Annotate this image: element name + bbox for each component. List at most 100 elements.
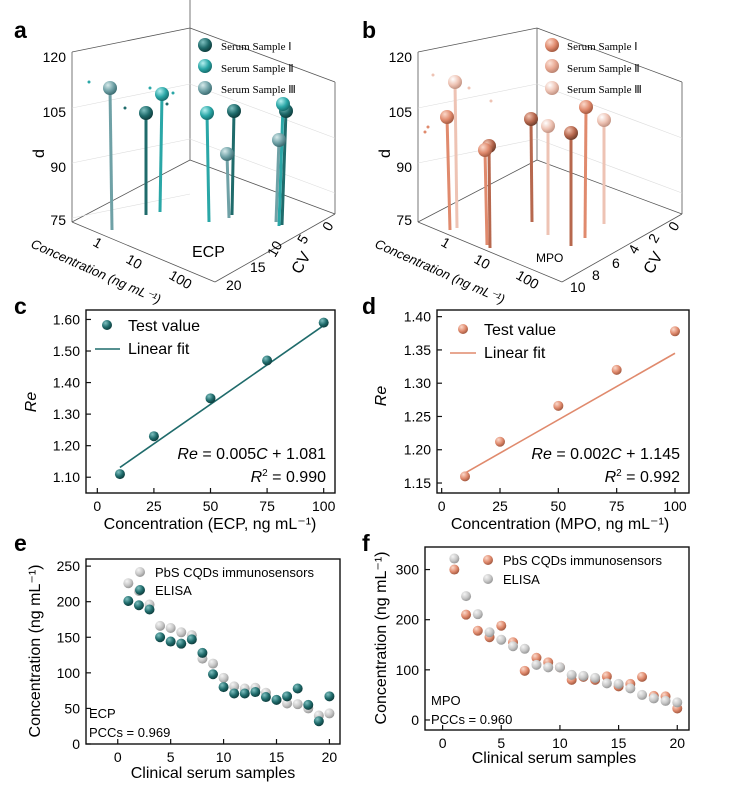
data-point xyxy=(566,669,577,680)
data-point xyxy=(460,471,470,482)
data-point xyxy=(660,695,671,706)
data-point xyxy=(543,662,554,673)
panel-a-ytick: 20 xyxy=(226,277,242,293)
legend-marker xyxy=(545,38,559,52)
stem xyxy=(108,87,114,231)
panel-a-ytick: 15 xyxy=(250,259,266,275)
y-tick-label: 100 xyxy=(396,662,420,678)
panel-a-zlabel: d xyxy=(31,149,48,158)
panel-letter-e: e xyxy=(14,530,27,556)
panel-c-legend-label: Test value xyxy=(128,318,200,335)
data-point xyxy=(495,436,505,447)
panel-b-spheres xyxy=(423,73,611,157)
panel-b-ytick: 10 xyxy=(570,279,586,295)
x-tick-label: 10 xyxy=(552,735,568,751)
panel-b-zlabel: d xyxy=(377,149,394,158)
panel-a-legend-label: Serum Sample Ⅲ xyxy=(221,84,296,96)
data-point xyxy=(133,600,144,611)
panel-f-frame xyxy=(424,546,690,731)
data-point xyxy=(461,591,472,602)
panel-d-legend-label: Linear fit xyxy=(484,345,546,362)
legend-marker xyxy=(135,567,145,577)
data-point xyxy=(449,564,460,575)
panel-f-legend-label: PbS CQDs immunosensors xyxy=(503,553,662,568)
panel-a-ytick: 0 xyxy=(319,219,337,234)
data-point xyxy=(229,681,240,692)
panel-a-ytick: 5 xyxy=(294,232,312,247)
data-point xyxy=(292,683,303,694)
panel-b-legend-label: Serum Sample Ⅱ xyxy=(567,63,640,75)
panel-a-legend-label: Serum Sample Ⅰ xyxy=(221,41,291,53)
sphere xyxy=(103,81,117,95)
panel-b-legend-label: Serum Sample Ⅲ xyxy=(567,84,642,96)
panel-letter-d: d xyxy=(362,293,376,319)
panel-f-yticks: 0 100 200 300 xyxy=(396,562,430,728)
data-point xyxy=(176,638,187,649)
stem xyxy=(483,149,489,246)
panel-b-legend-label: Serum Sample Ⅰ xyxy=(567,41,637,53)
data-point xyxy=(205,393,216,404)
data-point xyxy=(508,641,518,652)
data-point xyxy=(472,625,483,636)
legend-marker xyxy=(198,81,212,95)
data-point xyxy=(282,698,293,709)
panel-letter-b: b xyxy=(362,17,376,43)
data-point xyxy=(611,364,622,375)
sphere xyxy=(227,104,241,118)
y-tick-label: 1.60 xyxy=(53,311,80,327)
x-tick-label: 15 xyxy=(611,735,627,751)
legend-marker xyxy=(198,38,212,52)
stem xyxy=(445,116,452,231)
legend-marker xyxy=(483,555,493,565)
data-point xyxy=(578,670,589,681)
panel-d-legend: Test value Linear fit xyxy=(450,322,556,362)
panel-c-points xyxy=(114,317,329,480)
sphere xyxy=(478,143,492,157)
panel-f-xticks: 0 5 10 15 20 xyxy=(439,725,685,751)
data-point xyxy=(123,595,134,606)
panel-b-stems xyxy=(445,81,606,249)
y-tick-label: 1.50 xyxy=(53,343,80,359)
sphere xyxy=(579,100,593,114)
projection-dot xyxy=(165,102,169,106)
panel-d-xlabel: Concentration (MPO, ng mL⁻¹) xyxy=(451,516,669,533)
panel-c-chart: 0 25 50 75 100 1.10 1.20 1.30 1.40 1.50 1.60 Test… xyxy=(23,309,336,533)
panel-c-xticks: 0 25 50 75 100 xyxy=(93,488,336,514)
panel-e-label: ECP xyxy=(89,706,116,721)
data-point xyxy=(303,699,314,710)
panel-e-ylabel: Concentration (ng mL⁻¹) xyxy=(27,565,44,738)
y-tick-label: 1.40 xyxy=(404,309,431,325)
projection-dot xyxy=(423,130,427,134)
panel-b-xtick: 100 xyxy=(514,267,542,293)
panel-e-pcc: PCCs = 0.969 xyxy=(89,725,170,740)
panel-letter-a: a xyxy=(14,17,27,43)
stem xyxy=(230,110,236,216)
x-tick-label: 5 xyxy=(167,749,175,765)
data-point xyxy=(531,652,542,663)
x-tick-label: 0 xyxy=(439,735,447,751)
panel-b-ytick: 6 xyxy=(612,255,620,271)
panel-a-legend-label: Serum Sample Ⅱ xyxy=(221,63,294,75)
data-point xyxy=(472,609,483,620)
panel-c-r2: R2 = 0.990 xyxy=(251,468,327,486)
panel-a-grid xyxy=(71,83,336,219)
panel-a-xtick: 1 xyxy=(91,234,106,252)
x-tick-label: 100 xyxy=(312,498,336,514)
panel-f-chart: 0 5 10 15 20 0 100 200 300 PbS CQDs immunosenso… xyxy=(373,546,690,767)
projection-dot xyxy=(426,125,430,129)
y-tick-label: 1.30 xyxy=(404,375,431,391)
panel-b-box xyxy=(417,27,683,283)
data-point xyxy=(496,620,507,631)
x-tick-label: 0 xyxy=(93,498,101,514)
data-point xyxy=(229,688,240,699)
stem xyxy=(453,81,459,229)
data-point xyxy=(670,326,680,337)
data-point xyxy=(637,671,648,682)
y-tick-label: 50 xyxy=(64,700,80,716)
data-point xyxy=(155,620,166,631)
panel-d-equation: Re = 0.002C + 1.145 xyxy=(531,446,680,463)
sphere xyxy=(200,106,214,120)
stem xyxy=(280,110,288,226)
data-point xyxy=(218,682,229,693)
projection-dot xyxy=(148,86,152,90)
